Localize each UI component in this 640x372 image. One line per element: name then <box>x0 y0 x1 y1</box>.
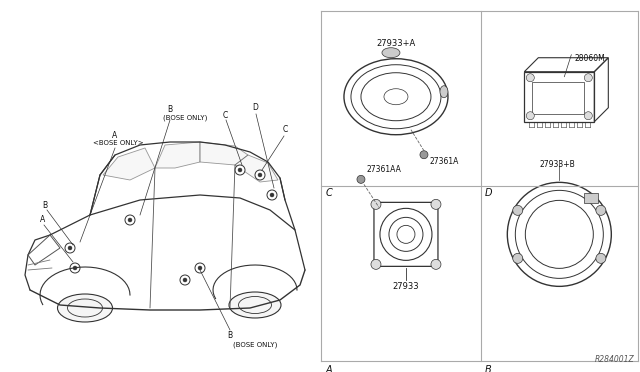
Circle shape <box>596 205 606 215</box>
Circle shape <box>255 170 265 180</box>
Circle shape <box>513 253 523 263</box>
Circle shape <box>125 215 135 225</box>
Circle shape <box>513 205 523 215</box>
Text: 27933: 27933 <box>393 282 419 291</box>
Circle shape <box>267 190 277 200</box>
Circle shape <box>420 151 428 159</box>
Ellipse shape <box>382 48 400 58</box>
Polygon shape <box>235 155 278 182</box>
Text: 27361A: 27361A <box>430 157 460 166</box>
Circle shape <box>183 278 187 282</box>
Circle shape <box>431 259 441 269</box>
Circle shape <box>65 243 75 253</box>
Circle shape <box>180 275 190 285</box>
Polygon shape <box>200 142 248 165</box>
Text: R284001Z: R284001Z <box>595 355 635 364</box>
Text: (BOSE ONLY): (BOSE ONLY) <box>233 342 277 348</box>
Text: <BOSE ONLY>: <BOSE ONLY> <box>93 140 143 146</box>
Circle shape <box>584 112 593 120</box>
Text: B: B <box>227 330 232 340</box>
Circle shape <box>70 263 80 273</box>
Circle shape <box>596 253 606 263</box>
Polygon shape <box>103 148 155 180</box>
Circle shape <box>526 112 534 120</box>
Text: 28060M: 28060M <box>574 54 605 63</box>
Text: D: D <box>252 103 258 112</box>
Text: 27933+A: 27933+A <box>376 39 415 48</box>
Circle shape <box>73 266 77 270</box>
Text: A: A <box>40 215 45 224</box>
Circle shape <box>431 199 441 209</box>
Ellipse shape <box>58 294 113 322</box>
Bar <box>524 72 595 122</box>
Polygon shape <box>155 142 200 168</box>
Circle shape <box>526 74 534 82</box>
Circle shape <box>198 266 202 270</box>
Text: D: D <box>484 188 492 198</box>
Circle shape <box>238 168 242 172</box>
Ellipse shape <box>440 86 448 98</box>
Circle shape <box>195 263 205 273</box>
Text: B: B <box>42 201 47 209</box>
Text: 27933+B: 27933+B <box>540 160 575 169</box>
Text: A: A <box>113 131 118 140</box>
Circle shape <box>371 259 381 269</box>
Circle shape <box>128 218 132 222</box>
Bar <box>584 193 598 203</box>
Text: 27361AA: 27361AA <box>367 166 402 174</box>
Text: C: C <box>222 110 228 119</box>
Ellipse shape <box>229 292 281 318</box>
Text: C: C <box>282 125 287 135</box>
Bar <box>532 82 584 114</box>
Text: (BOSE ONLY): (BOSE ONLY) <box>163 115 207 121</box>
Text: A: A <box>325 365 332 372</box>
Text: C: C <box>325 188 332 198</box>
Circle shape <box>258 173 262 177</box>
Circle shape <box>584 74 593 82</box>
Text: B: B <box>168 106 173 115</box>
Text: B: B <box>484 365 492 372</box>
Circle shape <box>270 193 274 197</box>
Circle shape <box>68 246 72 250</box>
Circle shape <box>371 199 381 209</box>
Circle shape <box>235 165 245 175</box>
Circle shape <box>357 175 365 183</box>
